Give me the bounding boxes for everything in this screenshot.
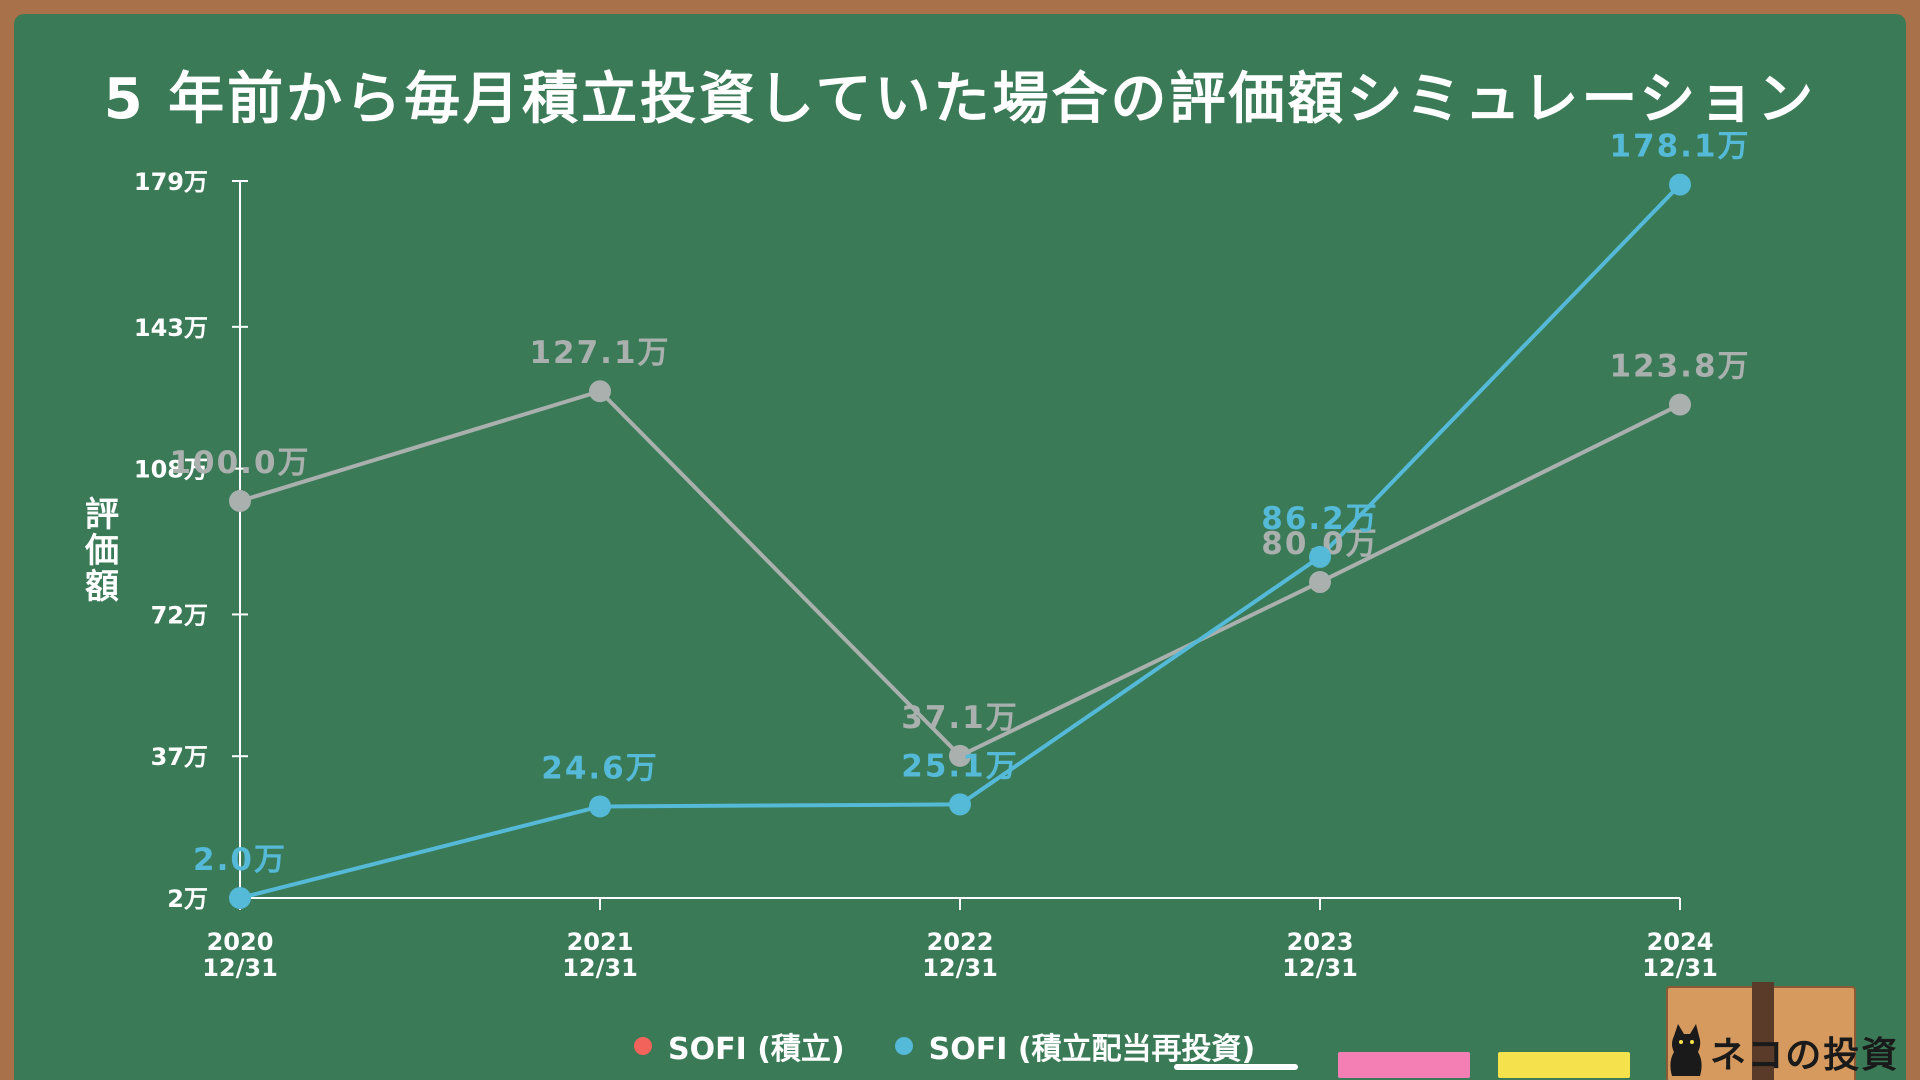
chalkboard: 5 年前から毎月積立投資していた場合の評価額シミュレーション 2万 37万 72万 1… xyxy=(14,14,1906,1080)
yellow-chalk xyxy=(1498,1052,1630,1078)
x-tick-label-date: 12/31 xyxy=(562,954,638,982)
legend-label: SOFI (積立) xyxy=(668,1032,845,1067)
legend-dot-red xyxy=(634,1037,652,1055)
logo-text: ネコの投資 xyxy=(1710,1035,1900,1076)
data-label: 37.1万 xyxy=(901,700,1019,736)
legend-item-sofi-reinvest[interactable]: SOFI (積立配当再投資) xyxy=(894,1024,1256,1068)
line-chart: 2万37万72万108万143万179万202012/31202112/3120… xyxy=(134,129,1750,982)
y-tick-label: 108万 xyxy=(134,456,208,484)
x-tick-label-date: 12/31 xyxy=(202,954,278,982)
cat-icon xyxy=(1670,1024,1702,1076)
data-label: 123.8万 xyxy=(1609,349,1750,385)
series-line-1 xyxy=(239,183,1682,900)
legend-label: SOFI (積立配当再投資) xyxy=(928,1032,1256,1067)
data-label: 178.1万 xyxy=(1609,129,1750,165)
y-tick-label: 143万 xyxy=(134,314,208,342)
x-tick-label-date: 12/31 xyxy=(1282,954,1358,982)
data-point xyxy=(229,490,251,513)
pink-chalk xyxy=(1338,1052,1470,1078)
data-label: 100.0万 xyxy=(169,445,310,481)
logo-band xyxy=(1752,982,1774,1080)
data-label: 25.1万 xyxy=(901,748,1019,784)
data-label: 2.0万 xyxy=(193,842,287,878)
data-label: 127.1万 xyxy=(529,335,670,371)
data-point xyxy=(229,887,251,909)
legend-dot-blue xyxy=(894,1037,913,1055)
data-label: 86.2万 xyxy=(1261,501,1379,537)
chart-title: 5 年前から毎月積立投資していた場合の評価額シミュレーション xyxy=(103,67,1817,132)
x-tick-label-year: 2020 xyxy=(207,928,274,956)
x-tick-label-date: 12/31 xyxy=(1642,954,1718,982)
x-tick-label-year: 2022 xyxy=(927,928,994,956)
data-point xyxy=(949,793,971,816)
data-point xyxy=(1669,393,1691,416)
y-tick-label: 2万 xyxy=(167,885,208,913)
logo: ネコの投資 xyxy=(1666,982,1897,1080)
x-tick-label-year: 2024 xyxy=(1647,928,1714,956)
data-point xyxy=(949,744,971,767)
x-tick-label-date: 12/31 xyxy=(922,954,998,982)
legend-item-sofi-accumulate[interactable]: SOFI (積立) xyxy=(634,1024,845,1068)
y-tick-label: 179万 xyxy=(134,168,208,196)
legend: SOFI (積立) SOFI (積立配当再投資) xyxy=(634,1024,1256,1068)
x-tick-label-year: 2021 xyxy=(567,928,634,956)
y-axis-label: 評価額 xyxy=(78,496,119,604)
data-point xyxy=(589,380,611,403)
y-tick-label: 72万 xyxy=(151,601,208,629)
data-point xyxy=(1309,571,1331,594)
data-label: 24.6万 xyxy=(541,750,659,786)
x-tick-label-year: 2023 xyxy=(1287,928,1354,956)
data-point xyxy=(589,795,611,818)
data-point xyxy=(1669,173,1691,196)
data-point xyxy=(1309,545,1331,568)
chalk-underline xyxy=(1174,1064,1298,1070)
y-tick-label: 37万 xyxy=(151,743,208,771)
